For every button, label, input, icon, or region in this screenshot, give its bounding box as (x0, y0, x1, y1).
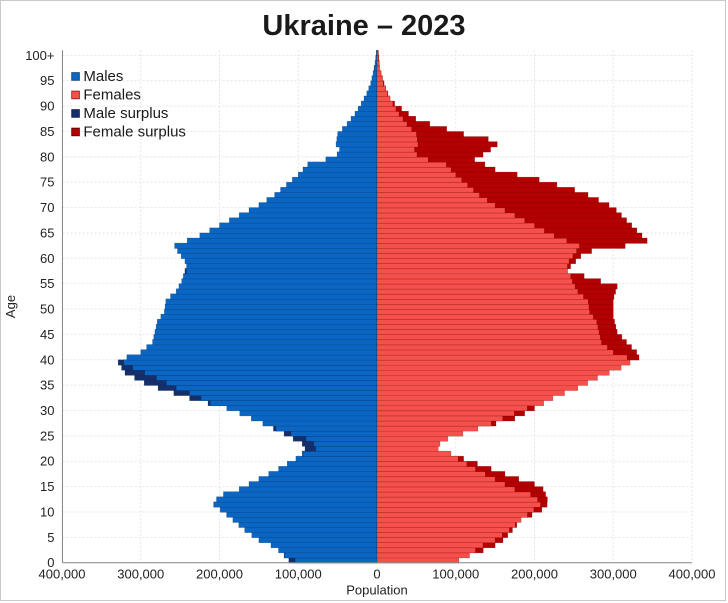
svg-text:Ukraine – 2023: Ukraine – 2023 (262, 10, 465, 42)
svg-text:20: 20 (40, 454, 54, 469)
svg-text:300,000: 300,000 (590, 567, 637, 582)
svg-text:25: 25 (40, 428, 54, 443)
svg-text:0: 0 (47, 555, 54, 570)
svg-text:55: 55 (40, 276, 54, 291)
svg-text:5: 5 (47, 530, 54, 545)
svg-text:75: 75 (40, 175, 54, 190)
svg-text:100,000: 100,000 (432, 567, 479, 582)
svg-text:10: 10 (40, 504, 54, 519)
svg-text:95: 95 (40, 73, 54, 88)
svg-text:100+: 100+ (25, 48, 54, 63)
svg-text:Male surplus: Male surplus (83, 105, 168, 122)
svg-text:40: 40 (40, 352, 54, 367)
svg-text:Males: Males (83, 68, 123, 85)
svg-text:65: 65 (40, 225, 54, 240)
svg-text:90: 90 (40, 99, 54, 114)
svg-text:85: 85 (40, 124, 54, 139)
svg-text:35: 35 (40, 378, 54, 393)
svg-text:400,000: 400,000 (39, 567, 86, 582)
svg-text:400,000: 400,000 (669, 567, 716, 582)
svg-text:200,000: 200,000 (511, 567, 558, 582)
svg-text:Females: Females (83, 86, 141, 103)
svg-text:300,000: 300,000 (117, 567, 164, 582)
svg-text:45: 45 (40, 327, 54, 342)
svg-text:Population: Population (346, 583, 407, 598)
svg-text:30: 30 (40, 403, 54, 418)
svg-text:Age: Age (3, 295, 18, 318)
svg-text:100,000: 100,000 (275, 567, 322, 582)
svg-text:60: 60 (40, 251, 54, 266)
svg-text:70: 70 (40, 200, 54, 215)
svg-text:50: 50 (40, 302, 54, 317)
svg-text:200,000: 200,000 (196, 567, 243, 582)
svg-text:0: 0 (373, 567, 380, 582)
svg-text:15: 15 (40, 479, 54, 494)
svg-text:80: 80 (40, 149, 54, 164)
svg-text:Female surplus: Female surplus (83, 123, 186, 140)
